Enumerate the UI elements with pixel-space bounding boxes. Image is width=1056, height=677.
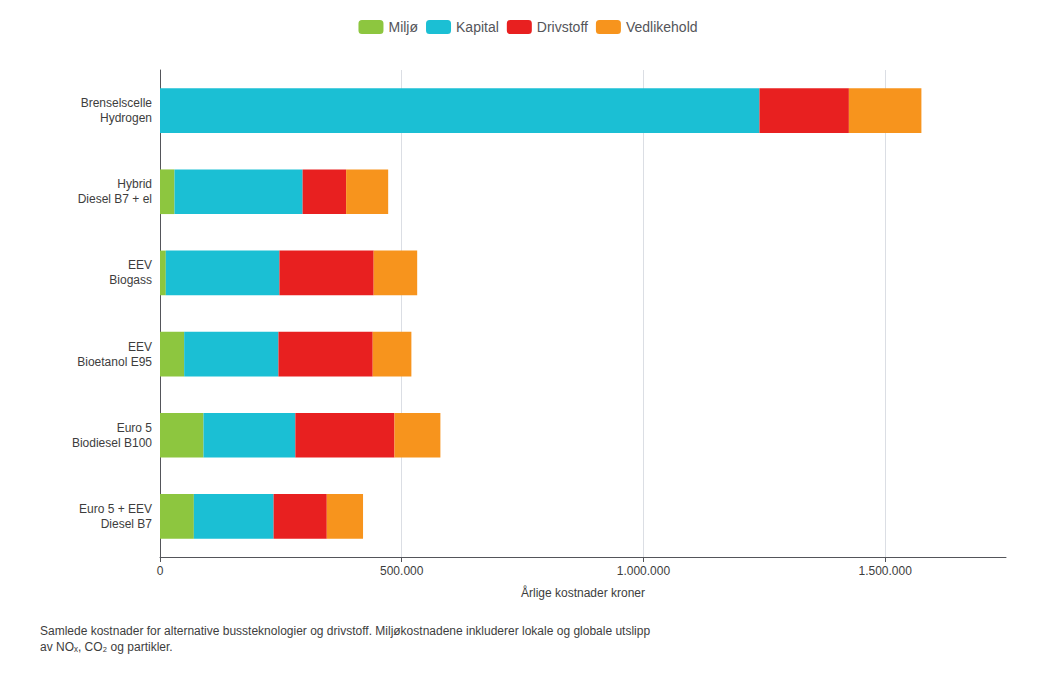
svg-text:Biogass: Biogass (109, 273, 152, 287)
svg-text:EEV: EEV (128, 340, 152, 354)
svg-text:Årlige kostnader kroner: Årlige kostnader kroner (521, 585, 645, 600)
svg-text:av NOₓ, CO₂ og partikler.: av NOₓ, CO₂ og partikler. (40, 640, 173, 654)
svg-text:EEV: EEV (128, 258, 152, 272)
svg-text:Kapital: Kapital (456, 19, 499, 35)
svg-text:Samlede kostnader for alternat: Samlede kostnader for alternative busste… (40, 624, 650, 638)
svg-text:Diesel B7: Diesel B7 (101, 517, 153, 531)
svg-text:Miljø: Miljø (388, 19, 418, 35)
svg-text:Bioetanol E95: Bioetanol E95 (77, 355, 152, 369)
svg-text:500.000: 500.000 (380, 564, 424, 578)
svg-text:Vedlikehold: Vedlikehold (626, 19, 698, 35)
svg-text:Drivstoff: Drivstoff (537, 19, 588, 35)
svg-text:0: 0 (157, 564, 164, 578)
svg-text:Brenselscelle: Brenselscelle (81, 96, 153, 110)
svg-text:Euro 5 + EEV: Euro 5 + EEV (79, 502, 152, 516)
svg-text:1.000.000: 1.000.000 (617, 564, 671, 578)
svg-text:1.500.000: 1.500.000 (858, 564, 912, 578)
svg-text:Hydrogen: Hydrogen (100, 111, 152, 125)
svg-text:Hybrid: Hybrid (117, 177, 152, 191)
svg-text:Biodiesel B100: Biodiesel B100 (72, 436, 152, 450)
svg-text:Diesel B7 + el: Diesel B7 + el (78, 192, 152, 206)
svg-text:Euro 5: Euro 5 (117, 421, 153, 435)
